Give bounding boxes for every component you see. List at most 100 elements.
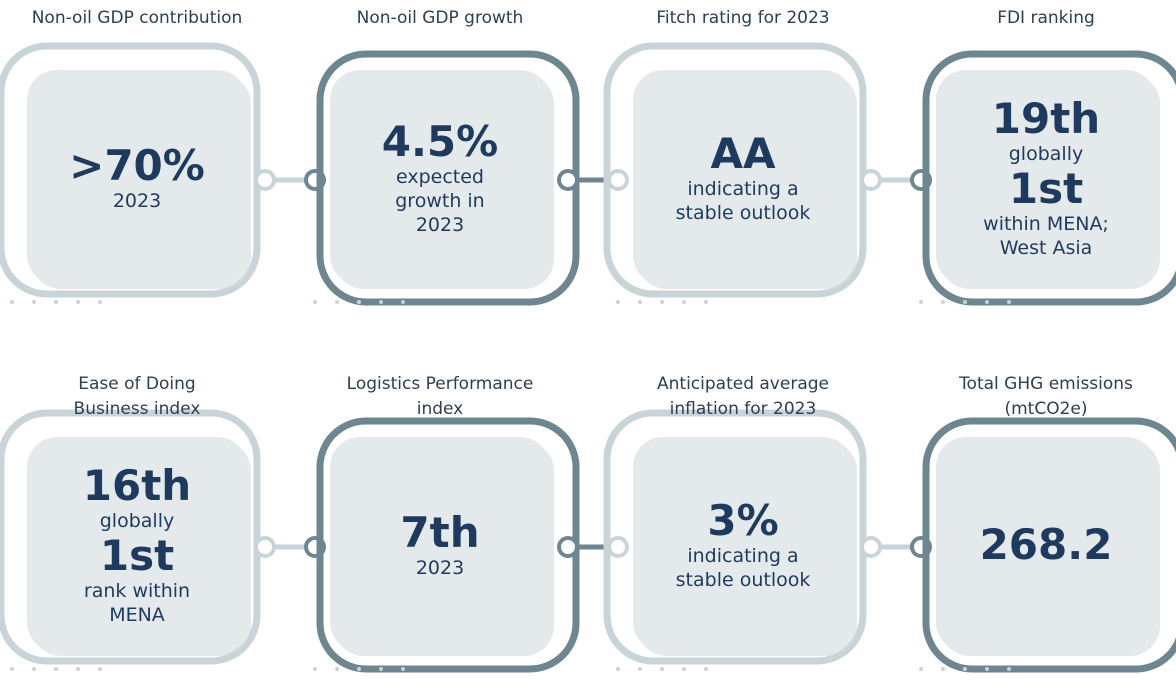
label-line: inflation for 2023 [669, 399, 817, 419]
label-line: Fitch rating for 2023 [656, 8, 830, 28]
label-line: Ease of Doing [78, 374, 196, 394]
card-content: 19th globally 1st within MENA; West Asia [936, 70, 1156, 285]
connector-node [254, 536, 276, 558]
card-box [27, 70, 247, 285]
card-label: Fitch rating for 2023 [598, 6, 888, 31]
label-line: index [416, 399, 464, 419]
dot [32, 667, 36, 671]
dot [1007, 667, 1011, 671]
dot [357, 300, 361, 304]
card-text: growth in [395, 189, 485, 212]
dot [660, 667, 664, 671]
dot [54, 667, 58, 671]
dot [10, 667, 14, 671]
dot [32, 300, 36, 304]
label-line: Anticipated average [657, 374, 829, 394]
connector-node [860, 169, 882, 191]
connector-node [860, 536, 882, 558]
dot [54, 300, 58, 304]
dot [98, 300, 102, 304]
card-frame [0, 409, 261, 665]
dot [941, 300, 945, 304]
card-label: Total GHG emissions (mtCO2e) [901, 372, 1176, 422]
dot [401, 667, 405, 671]
dot [941, 667, 945, 671]
card-content: 268.2 [936, 437, 1156, 652]
connector-node [607, 169, 629, 191]
card-text: MENA [109, 603, 165, 626]
card-text: 7th [400, 507, 480, 557]
card-label: FDI ranking [901, 6, 1176, 31]
dot [638, 300, 642, 304]
dot [10, 300, 14, 304]
card-text: globally [99, 509, 175, 532]
label-line: FDI ranking [997, 8, 1095, 28]
dot [682, 300, 686, 304]
card-text: 3% [707, 495, 779, 545]
card-text: stable outlook [675, 201, 811, 224]
card-content: 4.5% expected growth in 2023 [330, 70, 550, 285]
card-text: 4.5% [381, 116, 499, 166]
card-text: within MENA; [983, 212, 1109, 235]
card-box [936, 70, 1156, 285]
dot [98, 667, 102, 671]
dot [313, 300, 317, 304]
card-text: 268.2 [979, 519, 1113, 569]
dot [76, 667, 80, 671]
card-content: 7th 2023 [330, 437, 550, 652]
card-text: 2023 [112, 189, 162, 212]
dot [985, 300, 989, 304]
dot [919, 300, 923, 304]
dot [401, 300, 405, 304]
card-text: West Asia [999, 236, 1093, 259]
dot [1007, 300, 1011, 304]
label-line: Business index [73, 399, 201, 419]
card-box [27, 437, 247, 652]
dot [660, 300, 664, 304]
label-line: Non-oil GDP growth [356, 8, 524, 28]
connector-node [557, 536, 579, 558]
dot [379, 300, 383, 304]
card-frame [603, 409, 867, 665]
connector-node [607, 536, 629, 558]
dot [985, 667, 989, 671]
card-text: rank within [83, 579, 191, 602]
card-text: 16th [82, 460, 192, 510]
card-text: 2023 [415, 556, 465, 579]
card-content: 3% indicating a stable outlook [633, 437, 853, 652]
label-line: (mtCO2e) [1004, 399, 1088, 419]
dot [335, 300, 339, 304]
card-text: 19th [991, 93, 1101, 143]
card-frame [922, 50, 1176, 306]
card-text: indicating a [687, 544, 799, 567]
card-label: Anticipated average inflation for 2023 [598, 372, 888, 422]
label-line: Logistics Performance [346, 374, 534, 394]
card-text: 1st [1008, 163, 1084, 213]
card-content: >70% 2023 [27, 70, 247, 285]
card-text: expected [396, 165, 484, 188]
label-line: Total GHG emissions [959, 374, 1133, 394]
card-frame [0, 42, 261, 298]
dot [379, 667, 383, 671]
dot [313, 667, 317, 671]
card-content: AA indicating a stable outlook [633, 70, 853, 285]
dot [963, 300, 967, 304]
card-label: Ease of Doing Business index [0, 372, 282, 422]
card-text: stable outlook [675, 568, 811, 591]
card-text: AA [710, 128, 776, 178]
dot [704, 667, 708, 671]
card-label: Logistics Performance index [295, 372, 585, 422]
dot [919, 667, 923, 671]
dot [335, 667, 339, 671]
card-text: indicating a [687, 177, 799, 200]
dot [616, 300, 620, 304]
dot [616, 667, 620, 671]
card-text: 2023 [415, 213, 465, 236]
card-box [633, 70, 853, 285]
dot [76, 300, 80, 304]
card-frame [603, 42, 867, 298]
card-content: 16th globally 1st rank within MENA [27, 437, 247, 652]
card-box [633, 437, 853, 652]
